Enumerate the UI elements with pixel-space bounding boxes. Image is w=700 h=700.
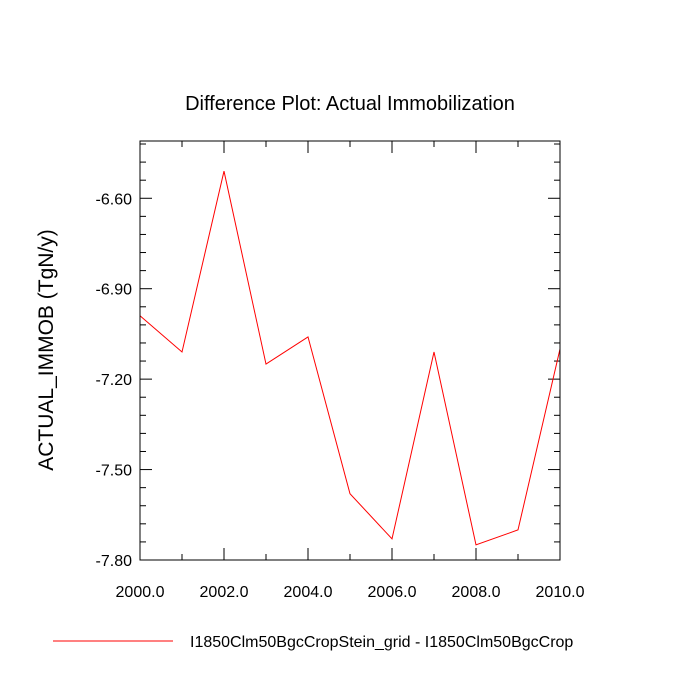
tick-labels: 2000.0 2002.0 2004.0 2006.0 2008.0 2010.0 -6.6…	[96, 191, 585, 601]
x-tick-label: 2002.0	[200, 584, 249, 601]
chart-title: Difference Plot: Actual Immobilization	[185, 93, 515, 115]
x-tick-label: 2010.0	[536, 584, 585, 601]
y-tick-label: -7.20	[96, 372, 133, 389]
y-tick-label: -6.60	[96, 191, 133, 208]
series-line	[139, 170, 561, 546]
x-tick-label: 2008.0	[452, 584, 501, 601]
y-tick-label: -7.80	[96, 553, 133, 570]
x-tick-label: 2006.0	[368, 584, 417, 601]
y-tick-label: -6.90	[96, 282, 133, 299]
axis-ticks	[139, 141, 561, 561]
series-layer	[139, 170, 561, 546]
x-tick-label: 2004.0	[284, 584, 333, 601]
y-axis-label: ACTUAL_IMMOB (TgN/y)	[35, 229, 58, 471]
plot-frame	[139, 140, 561, 561]
legend-label: I1850Clm50BgcCropStein_grid - I1850Clm50…	[190, 634, 573, 651]
legend: I1850Clm50BgcCropStein_grid - I1850Clm50…	[53, 634, 573, 651]
x-tick-label: 2000.0	[116, 584, 165, 601]
y-tick-label: -7.50	[96, 463, 133, 480]
